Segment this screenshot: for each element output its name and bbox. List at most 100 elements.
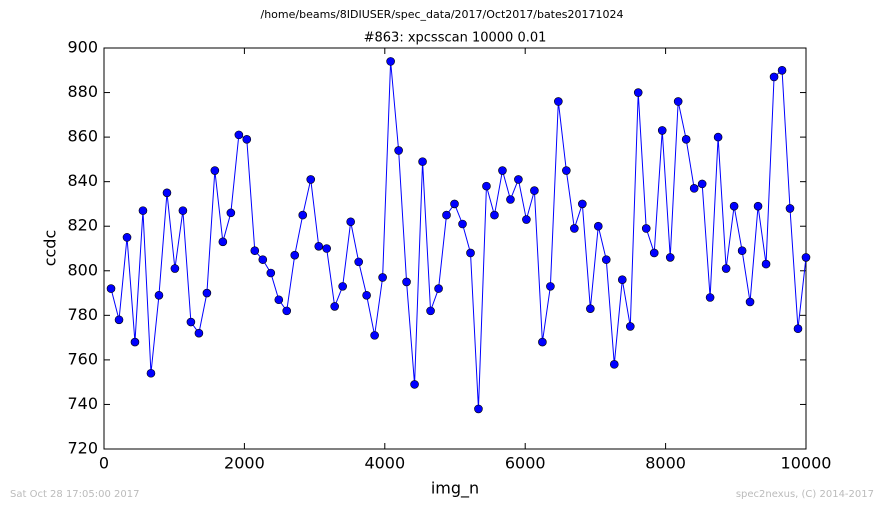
data-point [641,224,651,233]
data-point [258,255,268,264]
data-point [210,166,220,175]
y-tick-label: 760 [67,349,98,368]
data-point [633,88,643,97]
data-point [601,255,611,264]
data-point [697,179,707,189]
x-tick-label: 4000 [364,454,405,473]
data-point [506,195,515,204]
data-point [617,275,627,284]
data-point [737,246,747,256]
data-point [394,146,403,155]
y-tick-label: 840 [67,171,98,190]
data-point [378,273,387,282]
data-point [649,248,659,258]
data-point [234,130,244,140]
data-point [777,65,787,75]
data-point [130,337,140,347]
x-tick-label: 8000 [645,454,686,473]
data-point [458,219,467,229]
data-point [562,166,571,175]
data-point [490,210,499,220]
data-point [354,257,363,267]
data-point [178,206,188,215]
data-point [713,132,723,142]
data-point [418,157,427,166]
data-point [218,237,228,247]
data-point [546,282,555,291]
data-point [250,246,260,256]
data-point [290,250,300,260]
data-point [226,208,236,218]
y-tick-label: 900 [67,38,98,57]
data-point [673,97,683,106]
footer-date: Sat Oct 28 17:05:00 2017 [10,489,140,500]
data-point [785,204,795,213]
data-point [625,322,635,331]
data-point [570,224,579,233]
y-tick-label: 740 [67,394,98,413]
data-point [801,253,811,262]
data-point [186,317,196,327]
data-point [530,186,539,195]
data-point [338,282,347,291]
y-tick-label: 780 [67,305,98,324]
data-point [402,277,411,287]
data-point [362,290,371,300]
data-point [578,199,587,209]
y-tick-label: 720 [67,439,98,458]
data-point [522,215,531,224]
data-point [426,306,435,316]
data-point [162,188,172,198]
data-point [745,297,755,307]
data-point [753,201,763,211]
footer-credit: spec2nexus, (C) 2014-2017 [736,489,874,500]
data-point [202,288,212,298]
data-point [554,97,563,106]
plot-frame [103,47,807,450]
data-point [114,315,124,325]
data-point [122,233,132,242]
y-tick-label: 860 [67,127,98,146]
data-point [146,368,156,378]
data-point [514,175,523,184]
data-point [242,135,252,144]
data-point [466,248,475,258]
data-point [593,221,603,231]
x-axis-label: img_n [431,479,479,499]
y-axis-label: ccdc [41,230,60,267]
data-point [498,166,507,175]
data-point [298,210,308,220]
data-point [138,206,148,215]
data-point [482,181,491,191]
data-point [154,290,164,300]
data-point [793,324,803,334]
data-point [306,175,316,184]
data-point [370,331,379,340]
data-point [386,57,395,66]
data-point [274,295,284,305]
data-point [586,304,595,313]
data-point [170,264,180,273]
suptitle: /home/beams/8IDIUSER/spec_data/2017/Oct2… [261,8,624,21]
data-point [729,201,739,211]
data-point [721,264,731,273]
data-point [474,404,483,414]
x-tick-label: 0 [99,454,109,473]
data-point [434,284,443,293]
data-point [681,135,691,144]
data-point [705,293,715,302]
data-point [689,184,699,193]
y-tick-label: 800 [67,260,98,279]
data-point [450,199,459,209]
data-point [665,253,675,262]
data-point [769,72,779,82]
data-point [314,241,324,251]
data-point [609,360,619,369]
data-point [322,244,331,253]
data-point [538,337,547,347]
x-tick-label: 10000 [781,454,832,473]
x-tick-label: 6000 [505,454,546,473]
data-point [106,284,116,293]
y-tick-label: 820 [67,216,98,235]
